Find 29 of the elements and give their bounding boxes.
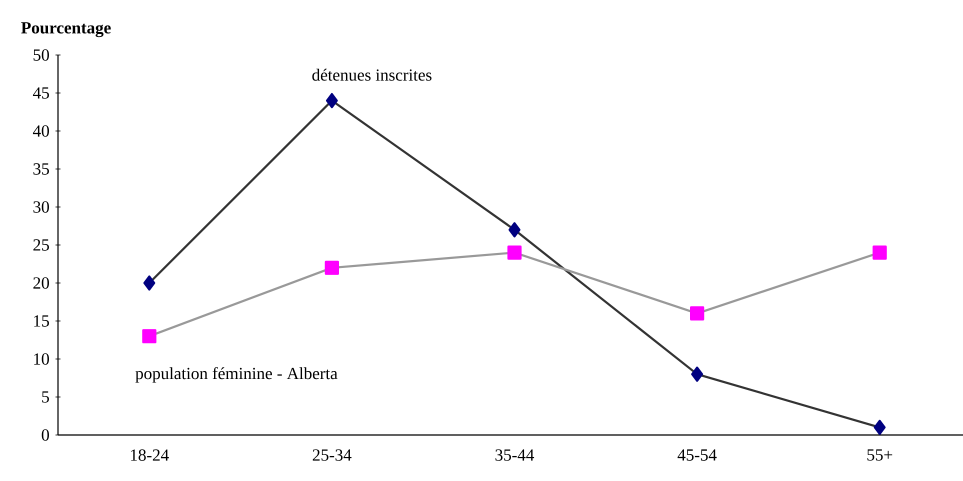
point: [690, 306, 704, 320]
y-axis-title: Pourcentage: [21, 22, 111, 38]
y-tick-label: 5: [42, 391, 49, 403]
point: [691, 366, 704, 382]
y-tick-label: 50: [34, 49, 49, 61]
x-tick-label: 35-44: [495, 449, 534, 461]
x-tick-label: 45-54: [678, 449, 717, 461]
x-tick-label: 55+: [867, 449, 892, 461]
x-tick-label: 25-34: [312, 449, 352, 461]
series-label: détenues inscrites: [312, 68, 432, 81]
y-tick-label: 35: [33, 163, 49, 175]
series-label: population féminine - Alberta: [135, 367, 338, 383]
y-tick-label: 40: [32, 125, 49, 137]
point: [508, 222, 520, 238]
y-tick-label: 10: [34, 353, 49, 365]
y-tick-label: 0: [42, 429, 49, 441]
y-tick-label: 25: [33, 239, 49, 251]
point: [143, 275, 156, 291]
x-tick-label: 18-24: [130, 449, 169, 461]
y-tick-label: 30: [33, 201, 49, 213]
y-tick-label: 15: [34, 315, 49, 327]
point: [324, 260, 339, 275]
point: [507, 246, 522, 260]
y-tick-label: 20: [33, 277, 49, 289]
point: [142, 329, 156, 344]
point: [872, 246, 887, 260]
point: [874, 420, 886, 435]
y-tick-label: 45: [32, 87, 49, 99]
point: [326, 93, 338, 108]
